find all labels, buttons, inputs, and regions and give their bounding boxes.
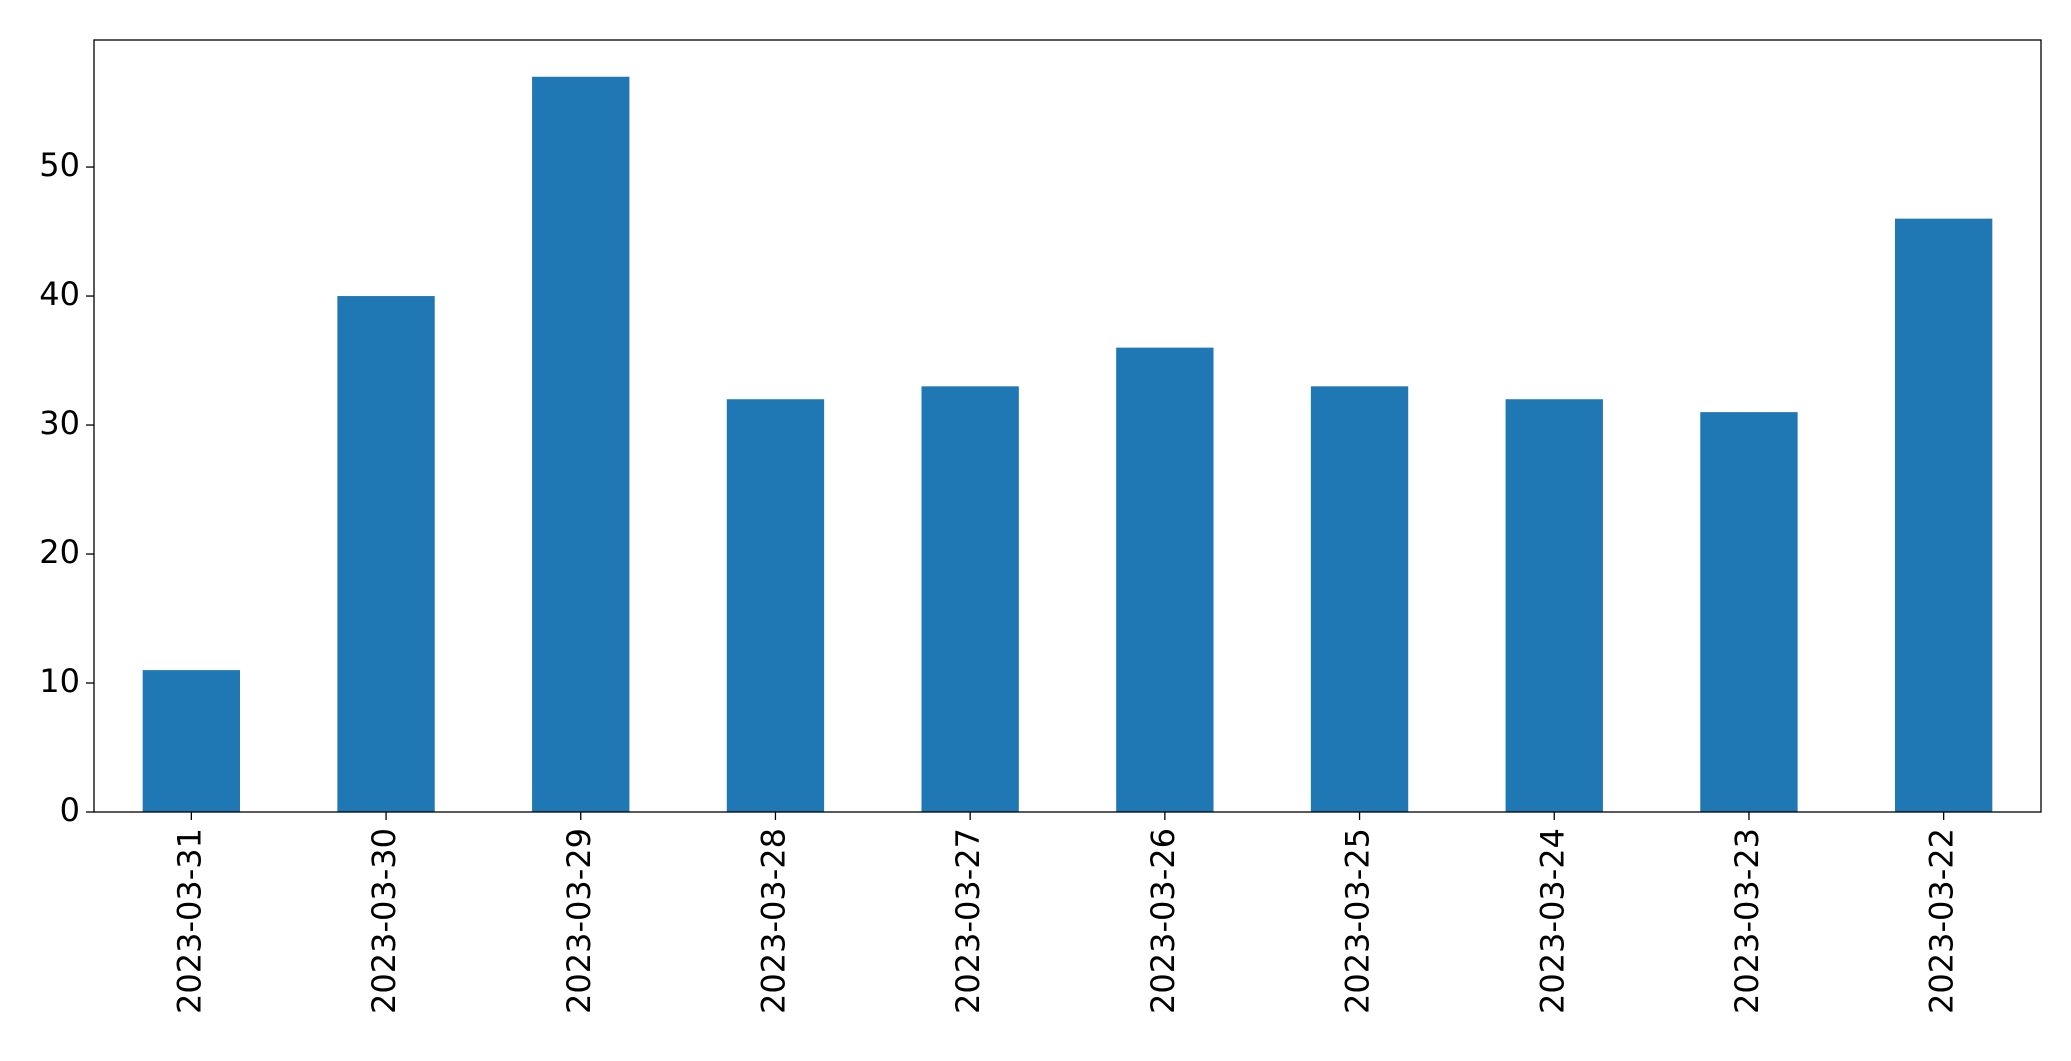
- x-tick-label: 2023-03-26: [1144, 828, 1182, 1014]
- bar: [1894, 218, 1993, 812]
- bar: [726, 399, 825, 812]
- x-tick-label: 2023-03-22: [1923, 828, 1961, 1014]
- plot-frame: [93, 39, 2042, 813]
- y-tick-label: 0: [60, 791, 80, 829]
- x-tick-label: 2023-03-29: [560, 828, 598, 1014]
- x-tick-label: 2023-03-31: [170, 828, 208, 1014]
- x-tick-label: 2023-03-27: [949, 828, 987, 1014]
- bar: [532, 76, 630, 812]
- y-tick-label: 50: [39, 146, 80, 184]
- bar: [337, 296, 435, 812]
- bar: [142, 670, 241, 812]
- y-tick-label: 20: [39, 533, 80, 571]
- y-tick-label: 40: [39, 275, 80, 313]
- bar: [1505, 399, 1603, 812]
- x-tick-label: 2023-03-25: [1339, 828, 1377, 1014]
- bar: [1700, 412, 1798, 812]
- x-tick-label: 2023-03-23: [1728, 828, 1766, 1014]
- x-tick-label: 2023-03-24: [1533, 828, 1571, 1014]
- y-tick-label: 30: [39, 404, 80, 442]
- x-tick-label: 2023-03-30: [365, 828, 403, 1014]
- x-tick-label: 2023-03-28: [754, 828, 792, 1014]
- bar: [1310, 386, 1409, 812]
- y-tick-label: 10: [39, 662, 80, 700]
- bar: [1116, 347, 1214, 812]
- bar: [921, 386, 1019, 812]
